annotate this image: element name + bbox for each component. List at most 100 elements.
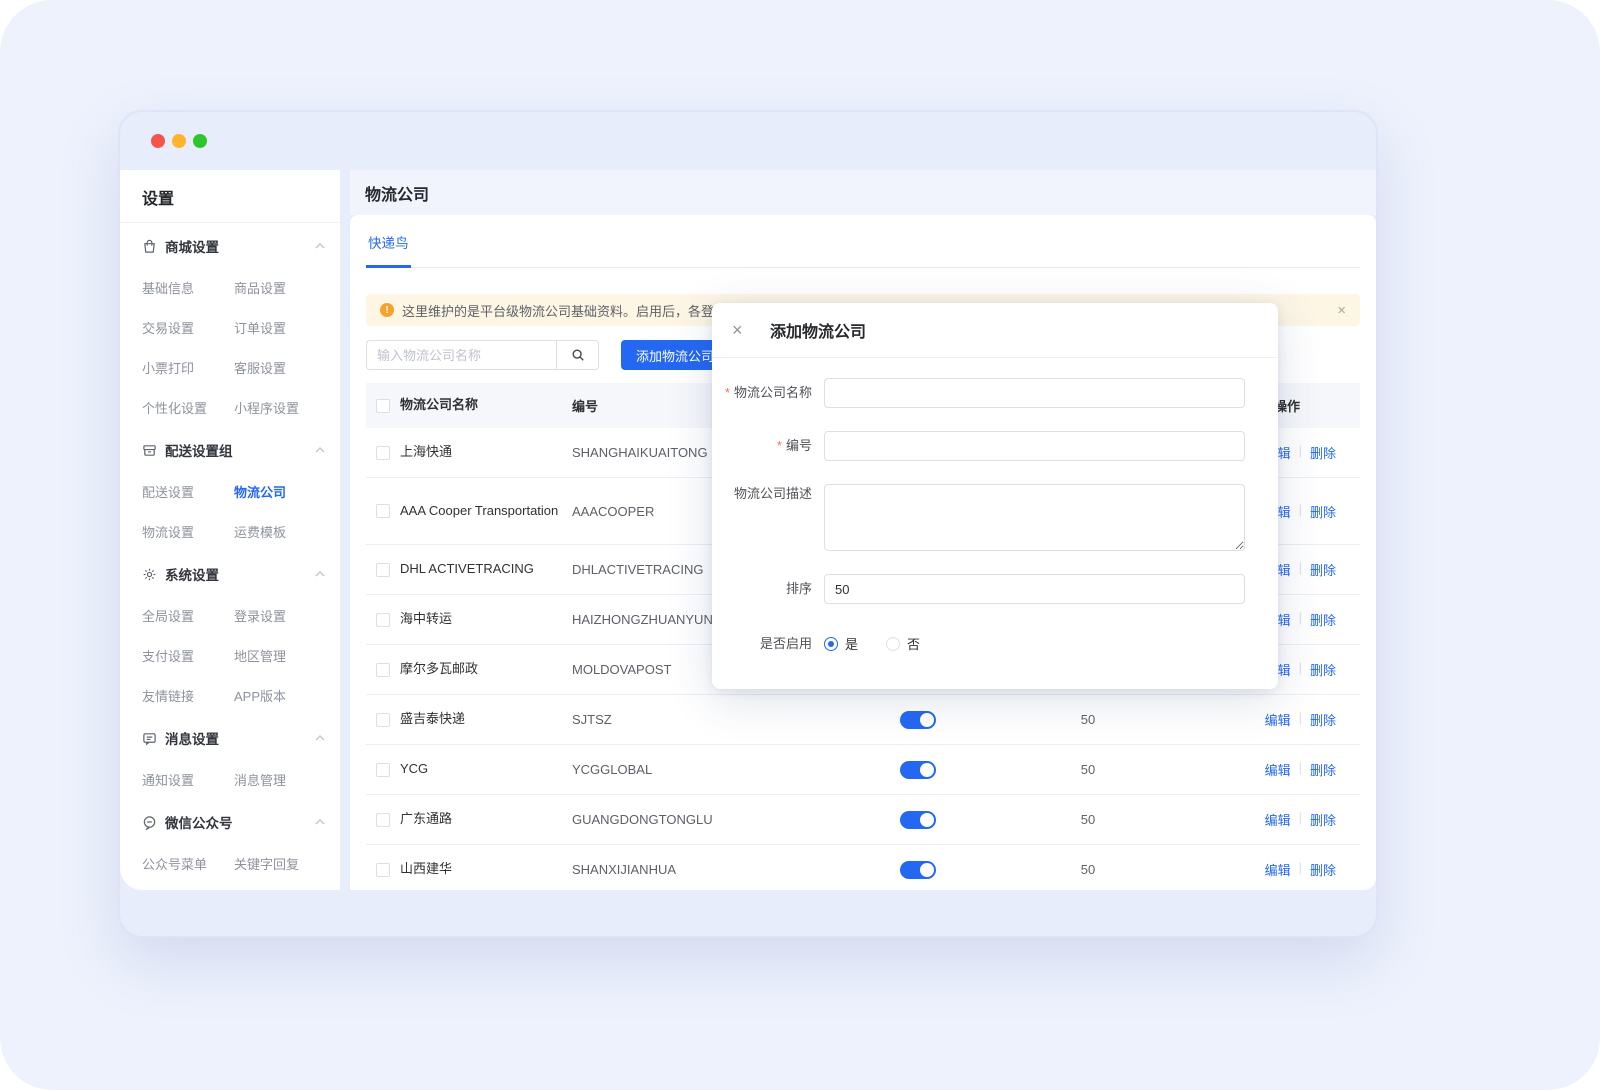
company-name: 山西建华 (400, 861, 453, 877)
banner-text: 这里维护的是平台级物流公司基础资料。启用后，各登录主 (402, 303, 741, 319)
table-row: 广东通路 GUANGDONGTONGLU 50 编辑 | 删除 (366, 795, 1360, 845)
sidebar-group-wechat: 微信公众号 公众号菜单 关键字回复 自动回复设置 (120, 801, 340, 890)
sidebar-item-payment-settings[interactable]: 支付设置 (142, 648, 195, 664)
sidebar-item-message-management[interactable]: 消息管理 (234, 772, 287, 788)
company-code: DHLACTIVETRACING (572, 562, 704, 577)
row-checkbox[interactable] (376, 612, 390, 627)
delete-link[interactable]: 删除 (1309, 813, 1336, 828)
row-checkbox[interactable] (376, 762, 390, 777)
chevron-up-icon[interactable] (314, 568, 326, 580)
company-code: YCGGLOBAL (572, 762, 653, 777)
sidebar-item-friend-links[interactable]: 友情链接 (142, 688, 195, 704)
sidebar-group-mall-header[interactable]: 商城设置 (142, 225, 326, 267)
chevron-up-icon[interactable] (314, 444, 326, 456)
enabled-toggle[interactable] (900, 860, 936, 879)
sidebar-group-wechat-header[interactable]: 微信公众号 (142, 801, 326, 843)
sort-value: 50 (1080, 862, 1096, 877)
sidebar-item-region-management[interactable]: 地区管理 (234, 648, 287, 664)
delete-link[interactable]: 删除 (1309, 563, 1336, 578)
sidebar-item-freight-template[interactable]: 运费模板 (234, 524, 287, 540)
enabled-no-radio[interactable]: 否 (886, 634, 920, 653)
chevron-up-icon[interactable] (314, 240, 326, 252)
settings-sidebar: 设置 商城设置 基础信息 商品设置 交易设置 订单设置 (120, 170, 340, 890)
company-code: HAIZHONGZHUANYUN (572, 612, 713, 627)
sidebar-item-service-settings[interactable]: 客服设置 (234, 360, 287, 376)
sidebar-item-official-account-menu[interactable]: 公众号菜单 (142, 856, 208, 872)
delete-link[interactable]: 删除 (1309, 713, 1336, 728)
sidebar-item-delivery-settings[interactable]: 配送设置 (142, 484, 195, 500)
sidebar-item-receipt-print[interactable]: 小票打印 (142, 360, 195, 376)
delete-link[interactable]: 删除 (1309, 613, 1336, 628)
edit-link[interactable]: 编辑 (1264, 863, 1291, 878)
delete-link[interactable]: 删除 (1309, 863, 1336, 878)
sort-field[interactable] (824, 574, 1245, 604)
sidebar-item-auto-reply-settings[interactable]: 自动回复设置 (142, 883, 234, 890)
chevron-up-icon[interactable] (314, 732, 326, 744)
sidebar-item-product-settings[interactable]: 商品设置 (234, 280, 287, 296)
close-window-icon[interactable] (151, 134, 165, 148)
company-desc-field[interactable] (824, 484, 1245, 551)
sidebar-item-logistics-company[interactable]: 物流公司 (234, 484, 287, 500)
table-row: YCG YCGGLOBAL 50 编辑 | 删除 (366, 745, 1360, 795)
add-logistics-company-button[interactable]: 添加物流公司 (621, 340, 730, 370)
enabled-toggle[interactable] (900, 810, 936, 829)
enabled-yes-radio[interactable]: 是 (824, 634, 858, 653)
enabled-toggle[interactable] (900, 710, 936, 729)
chevron-up-icon[interactable] (314, 816, 326, 828)
edit-link[interactable]: 编辑 (1264, 763, 1291, 778)
select-all-checkbox[interactable] (376, 398, 390, 413)
delete-link[interactable]: 删除 (1309, 504, 1336, 520)
close-icon[interactable]: × (732, 319, 743, 340)
sidebar-item-login-settings[interactable]: 登录设置 (234, 608, 287, 624)
sidebar-group-delivery-header[interactable]: 配送设置组 (142, 429, 326, 471)
sidebar-item-notification-settings[interactable]: 通知设置 (142, 772, 195, 788)
banner-close-icon[interactable]: × (1337, 301, 1346, 319)
edit-link[interactable]: 编辑 (1264, 813, 1291, 828)
delete-link[interactable]: 删除 (1309, 763, 1336, 778)
sidebar-item-miniprogram[interactable]: 小程序设置 (234, 400, 300, 416)
gear-icon (142, 567, 157, 582)
sidebar-group-system-header[interactable]: 系统设置 (142, 553, 326, 595)
sidebar-item-logistics-settings[interactable]: 物流设置 (142, 524, 195, 540)
search-button[interactable] (556, 340, 599, 370)
row-checkbox[interactable] (376, 562, 390, 577)
table-row: 盛吉泰快递 SJTSZ 50 编辑 | 删除 (366, 695, 1360, 745)
sidebar-item-personalization[interactable]: 个性化设置 (142, 400, 208, 416)
company-name-field[interactable] (824, 378, 1245, 408)
divider: | (1298, 610, 1302, 625)
sidebar-item-order-settings[interactable]: 订单设置 (234, 320, 287, 336)
sidebar-group-mall: 商城设置 基础信息 商品设置 交易设置 订单设置 小票打印 客服设置 个性化设置… (120, 225, 340, 427)
radio-label: 否 (907, 637, 921, 652)
maximize-window-icon[interactable] (193, 134, 207, 148)
sidebar-item-basic-info[interactable]: 基础信息 (142, 280, 195, 296)
tab-kuaidiniao[interactable]: 快递鸟 (366, 232, 411, 268)
row-checkbox[interactable] (376, 712, 390, 727)
sidebar-item-keyword-reply[interactable]: 关键字回复 (234, 856, 300, 872)
divider: | (1298, 860, 1302, 875)
delete-link[interactable]: 删除 (1309, 663, 1336, 678)
minimize-window-icon[interactable] (172, 134, 186, 148)
wechat-icon (142, 815, 157, 830)
row-checkbox[interactable] (376, 862, 390, 877)
sidebar-item-global-settings[interactable]: 全局设置 (142, 608, 195, 624)
company-code-field[interactable] (824, 431, 1245, 461)
row-checkbox[interactable] (376, 504, 390, 518)
divider: | (1298, 501, 1302, 517)
radio-label: 是 (845, 637, 859, 652)
enabled-toggle[interactable] (900, 760, 936, 779)
sidebar-item-trade-settings[interactable]: 交易设置 (142, 320, 195, 336)
row-checkbox[interactable] (376, 445, 390, 460)
page-header: 物流公司 (350, 170, 1376, 215)
edit-link[interactable]: 编辑 (1264, 713, 1291, 728)
sidebar-group-message-header[interactable]: 消息设置 (142, 717, 326, 759)
sort-value: 50 (1080, 812, 1096, 827)
company-name: 盛吉泰快递 (400, 711, 466, 727)
row-checkbox[interactable] (376, 662, 390, 677)
sidebar-group-label: 系统设置 (165, 568, 219, 583)
sidebar-item-app-version[interactable]: APP版本 (234, 688, 287, 704)
delete-link[interactable]: 删除 (1309, 446, 1336, 461)
search-input[interactable] (366, 340, 556, 370)
sort-value: 50 (1080, 712, 1096, 727)
row-checkbox[interactable] (376, 812, 390, 827)
